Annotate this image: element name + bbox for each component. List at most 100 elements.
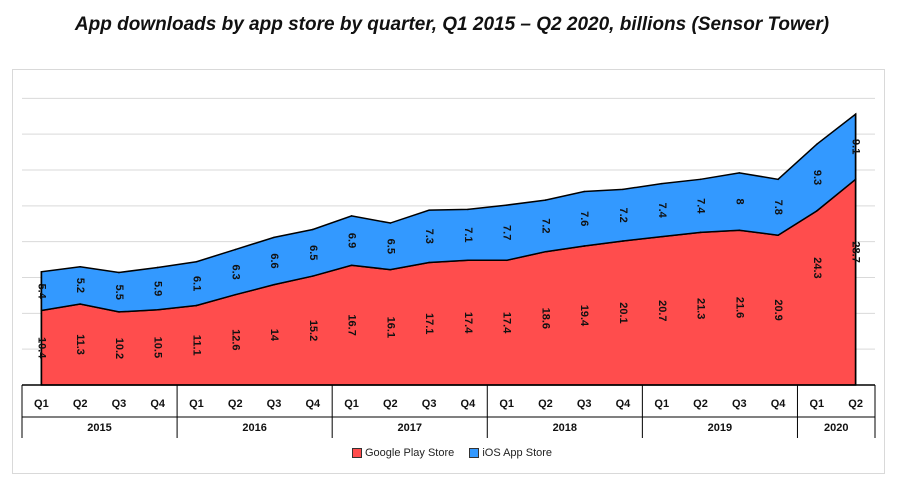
data-label-ios-app-store: 5.2: [74, 278, 86, 293]
data-point-google-play-store: [816, 210, 818, 212]
data-point-google-play-store: [234, 293, 237, 296]
x-tick-label: Q4: [305, 398, 321, 410]
data-label-ios-app-store: 6.3: [229, 264, 241, 279]
data-point-google-play-store: [79, 303, 81, 305]
data-point-ios-app-store: [505, 204, 508, 206]
data-point-google-play-store: [118, 311, 120, 313]
data-point-ios-app-store: [660, 182, 663, 185]
data-label-google-play-store: 10.2: [113, 338, 125, 359]
data-label-google-play-store: 11.1: [190, 335, 202, 356]
data-point-ios-app-store: [467, 208, 469, 211]
data-point-ios-app-store: [311, 228, 314, 231]
data-point-ios-app-store: [79, 265, 81, 268]
data-label-ios-app-store: 7.6: [578, 211, 590, 226]
data-point-ios-app-store: [428, 209, 430, 211]
legend-label-google: Google Play Store: [364, 447, 455, 459]
data-label-google-play-store: 21.3: [695, 298, 707, 319]
x-tick-label: Q2: [848, 398, 863, 410]
data-label-ios-app-store: 7.7: [501, 225, 513, 240]
data-label-ios-app-store: 6.9: [346, 233, 358, 248]
x-year-label: 2019: [708, 422, 732, 434]
data-point-ios-app-store: [816, 143, 818, 145]
x-year-label: 2018: [553, 422, 577, 434]
data-point-google-play-store: [273, 283, 275, 286]
x-year-label: 2015: [87, 422, 111, 434]
data-point-google-play-store: [505, 259, 508, 262]
x-tick-label: Q1: [654, 398, 669, 410]
data-point-ios-app-store: [350, 215, 353, 217]
data-point-google-play-store: [544, 250, 547, 253]
data-point-ios-app-store: [544, 199, 547, 201]
data-point-ios-app-store: [234, 248, 237, 251]
data-point-google-play-store: [699, 231, 702, 234]
x-tick-label: Q3: [112, 398, 127, 410]
data-label-ios-app-store: 7.4: [695, 198, 707, 214]
data-label-google-play-store: 21.6: [733, 297, 745, 318]
data-label-ios-app-store: 8: [733, 198, 745, 204]
x-tick-label: Q4: [616, 398, 632, 410]
data-point-google-play-store: [195, 304, 198, 307]
data-label-google-play-store: 20.9: [772, 299, 784, 320]
x-year-label: 2020: [824, 422, 848, 434]
data-label-ios-app-store: 7.8: [772, 200, 784, 215]
data-label-ios-app-store: 7.3: [423, 229, 435, 244]
data-label-google-play-store: 15.2: [307, 320, 319, 341]
data-label-ios-app-store: 6.6: [268, 253, 280, 268]
data-label-google-play-store: 17.4: [462, 312, 474, 334]
data-point-google-play-store: [156, 308, 159, 311]
data-point-ios-app-store: [854, 113, 857, 115]
x-tick-label: Q2: [538, 398, 553, 410]
data-label-google-play-store: 24.3: [811, 257, 823, 278]
data-label-google-play-store: 28.7: [850, 241, 862, 262]
data-label-google-play-store: 20.7: [656, 300, 668, 321]
data-point-ios-app-store: [738, 172, 741, 174]
data-label-ios-app-store: 9.3: [811, 170, 823, 185]
x-tick-label: Q3: [267, 398, 282, 410]
data-label-ios-app-store: 7.4: [656, 202, 668, 218]
data-point-google-play-store: [583, 245, 586, 247]
x-tick-label: Q3: [732, 398, 747, 410]
data-point-ios-app-store: [622, 188, 624, 191]
data-label-ios-app-store: 5.9: [152, 281, 164, 296]
data-label-google-play-store: 20.1: [617, 302, 629, 323]
data-point-ios-app-store: [156, 266, 159, 269]
data-point-google-play-store: [660, 235, 663, 238]
x-tick-label: Q4: [461, 398, 477, 410]
data-label-ios-app-store: 7.2: [617, 208, 629, 223]
x-tick-label: Q2: [73, 398, 88, 410]
data-label-ios-app-store: 5.5: [113, 285, 125, 300]
data-point-google-play-store: [428, 261, 430, 264]
x-tick-label: Q1: [499, 398, 514, 410]
legend-label-ios: iOS App Store: [482, 447, 553, 459]
data-point-ios-app-store: [195, 260, 198, 263]
data-label-ios-app-store: 6.5: [307, 245, 319, 260]
data-label-google-play-store: 16.7: [346, 314, 358, 335]
data-point-google-play-store: [350, 264, 353, 267]
data-point-ios-app-store: [273, 236, 275, 239]
data-point-google-play-store: [777, 234, 779, 237]
data-label-google-play-store: 11.3: [74, 334, 86, 355]
data-label-google-play-store: 10.4: [35, 337, 47, 359]
data-label-google-play-store: 10.5: [152, 337, 164, 358]
legend-item-ios: iOS App Store: [469, 447, 552, 459]
data-point-ios-app-store: [777, 178, 779, 181]
data-label-ios-app-store: 7.2: [539, 218, 551, 233]
x-tick-label: Q3: [422, 398, 437, 410]
data-point-ios-app-store: [118, 271, 120, 274]
data-label-google-play-store: 16.1: [384, 317, 396, 338]
data-label-google-play-store: 17.1: [423, 313, 435, 334]
legend-swatch-google: [351, 448, 362, 458]
x-tick-label: Q2: [693, 398, 708, 410]
data-point-ios-app-store: [699, 178, 702, 181]
x-tick-label: Q4: [150, 398, 166, 410]
data-label-google-play-store: 18.6: [539, 308, 551, 329]
x-year-label: 2017: [397, 422, 421, 434]
legend-swatch-ios: [469, 448, 480, 458]
chart-frame: [12, 69, 885, 474]
data-label-google-play-store: 14: [268, 329, 280, 342]
x-tick-label: Q2: [228, 398, 243, 410]
data-point-google-play-store: [622, 240, 624, 242]
legend: Google Play Store iOS App Store: [0, 447, 904, 461]
data-point-google-play-store: [311, 275, 314, 277]
